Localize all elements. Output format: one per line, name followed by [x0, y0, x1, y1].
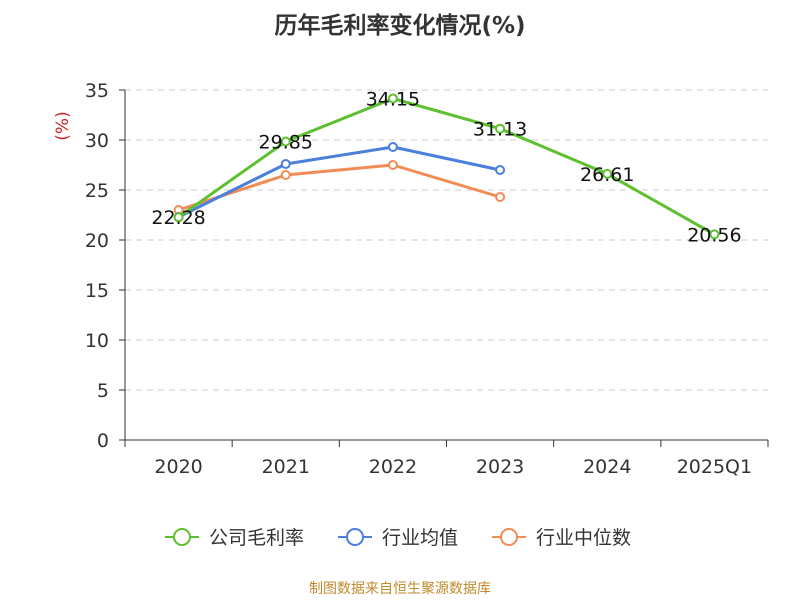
- data-point: [280, 170, 291, 180]
- y-tick-label: 10: [85, 330, 109, 352]
- data-point: [387, 160, 398, 170]
- x-tick-label: 2021: [262, 456, 310, 478]
- x-tick-label: 2024: [583, 456, 631, 478]
- x-tick-label: 2020: [154, 456, 202, 478]
- chart-title: 历年毛利率变化情况(%): [274, 13, 526, 39]
- data-point: [387, 142, 398, 152]
- series-line: [178, 163, 501, 212]
- data-point: [602, 168, 613, 179]
- data-point: [495, 165, 506, 175]
- series-line: [177, 145, 501, 219]
- legend: 公司毛利率 行业均值 行业中位数: [165, 527, 631, 549]
- data-point: [709, 229, 720, 240]
- data-labels: 22.28 29.85 34.15 31.13 26.61 20.56: [151, 89, 741, 247]
- series-line: [177, 97, 716, 236]
- x-tick-label: 2025Q1: [677, 456, 752, 478]
- legend-label: 行业均值: [382, 527, 458, 549]
- data-point: [387, 93, 398, 104]
- series-lines: [173, 93, 720, 240]
- data-label: 20.56: [687, 224, 741, 246]
- axes: 0 5 10 15 20 25 30 35 2020 2021 2022 2023 2024 2025Q1: [85, 80, 769, 478]
- legend-marker: [500, 528, 518, 546]
- y-tick-label: 15: [85, 280, 109, 302]
- legend-marker: [346, 528, 364, 546]
- legend-item: 公司毛利率: [165, 527, 304, 549]
- y-tick-label: 5: [97, 380, 109, 402]
- source-note: 制图数据来自恒生聚源数据库: [309, 581, 491, 597]
- data-label: 22.28: [151, 207, 205, 229]
- data-label: 31.13: [473, 119, 527, 141]
- y-tick-label: 20: [85, 230, 109, 252]
- y-axis-label: (%): [53, 111, 73, 140]
- y-tick-label: 35: [85, 80, 109, 102]
- data-point: [280, 136, 291, 147]
- data-point: [495, 192, 506, 202]
- data-label: 26.61: [580, 164, 634, 186]
- legend-label: 公司毛利率: [209, 527, 304, 549]
- y-tick-label: 25: [85, 180, 109, 202]
- y-tick-label: 30: [85, 130, 109, 152]
- legend-item: 行业均值: [338, 527, 458, 549]
- data-point: [280, 159, 291, 169]
- x-tick-label: 2022: [369, 456, 417, 478]
- x-tick-label: 2023: [476, 456, 524, 478]
- legend-item: 行业中位数: [492, 527, 631, 549]
- legend-label: 行业中位数: [536, 527, 631, 549]
- data-label: 29.85: [259, 132, 313, 154]
- grid-lines: [125, 89, 768, 391]
- data-point: [495, 123, 506, 134]
- legend-marker: [173, 528, 191, 546]
- y-tick-label: 0: [97, 430, 109, 452]
- data-point: [173, 212, 184, 223]
- data-label: 34.15: [366, 89, 420, 111]
